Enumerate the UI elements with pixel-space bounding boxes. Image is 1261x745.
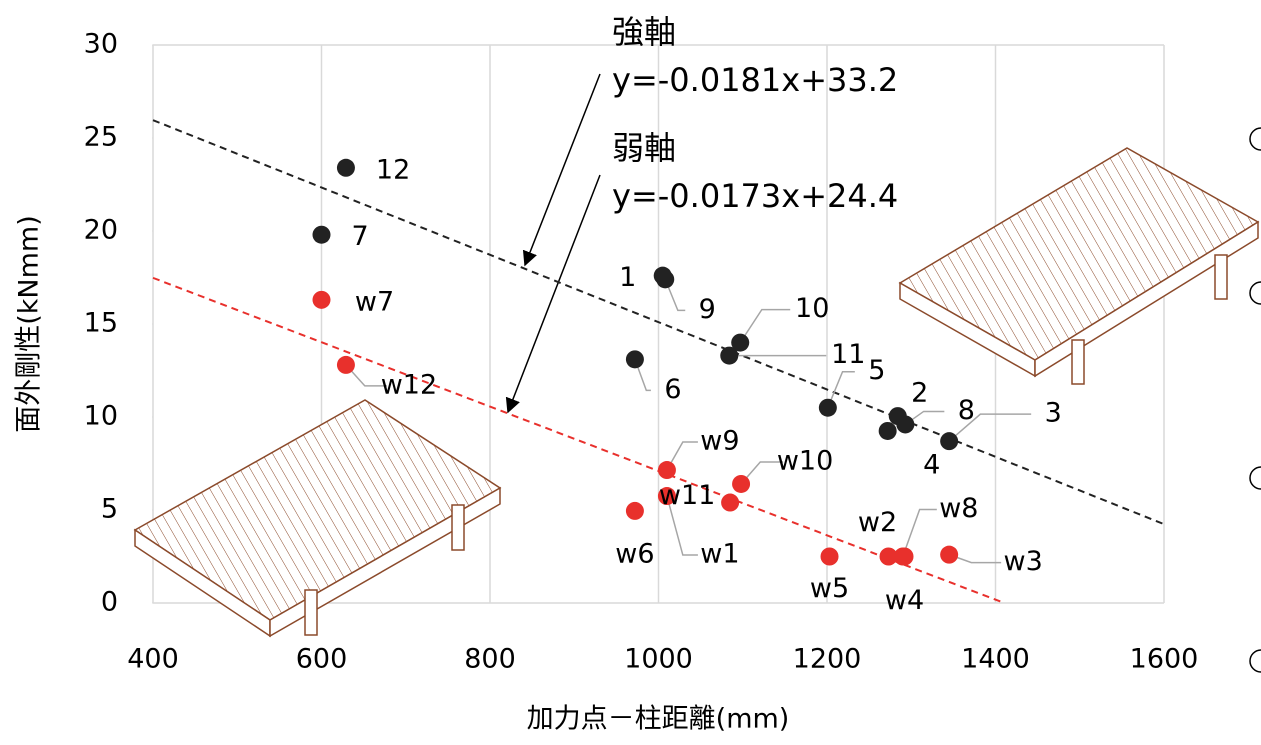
x-tick-label: 1200 — [793, 644, 862, 675]
point-label: w10 — [777, 445, 833, 476]
trend-equation: y=-0.0173x+24.4 — [612, 177, 898, 215]
data-point — [819, 399, 837, 417]
data-point — [940, 432, 958, 450]
data-point — [896, 415, 914, 433]
y-tick-label: 10 — [84, 401, 118, 432]
point-label: 10 — [795, 293, 829, 324]
series-annotation: 弱軸 — [612, 129, 676, 167]
y-tick-label: 5 — [101, 494, 118, 525]
data-point — [313, 226, 331, 244]
data-point — [656, 270, 674, 288]
point-label: 1 — [619, 262, 636, 293]
point-label: w5 — [810, 573, 849, 604]
data-point — [337, 159, 355, 177]
x-tick-label: 1000 — [624, 644, 693, 675]
data-point — [896, 548, 914, 566]
point-label: w7 — [355, 286, 394, 317]
data-point — [940, 546, 958, 564]
data-point — [626, 350, 644, 368]
point-label: w11 — [659, 480, 715, 511]
point-label: w8 — [939, 493, 978, 524]
chart: 加力点－柱距離(mm) 面外剛性(kNmm) 強軸 y=-0.0181x+33.… — [0, 0, 1261, 745]
point-label: 6 — [664, 374, 681, 405]
annotation-arrow — [508, 175, 600, 412]
data-point — [721, 494, 739, 512]
point-label: 11 — [831, 339, 865, 370]
point-label: w12 — [381, 369, 437, 400]
point-label: w2 — [858, 507, 897, 538]
y-tick-label: 15 — [84, 308, 118, 339]
point-label: w6 — [615, 538, 654, 569]
y-tick-label: 20 — [84, 215, 118, 246]
point-label: 12 — [376, 154, 410, 185]
x-tick-label: 1400 — [961, 644, 1030, 675]
y-tick-label: 30 — [84, 29, 118, 60]
y-axis-title: 面外剛性(kNmm) — [14, 215, 45, 433]
x-tick-label: 1600 — [1130, 644, 1199, 675]
point-label: w4 — [885, 585, 924, 616]
point-label: 7 — [352, 221, 369, 252]
x-tick-label: 600 — [296, 644, 348, 675]
point-label: w9 — [700, 426, 739, 457]
data-point — [732, 475, 750, 493]
point-label: 9 — [699, 294, 716, 325]
edge-marks — [1250, 128, 1261, 672]
x-tick-label: 800 — [464, 644, 516, 675]
trend-equation: y=-0.0181x+33.2 — [612, 61, 898, 99]
point-label: w3 — [1004, 546, 1043, 577]
point-label: 2 — [911, 378, 928, 409]
data-point — [313, 291, 331, 309]
data-point — [879, 422, 897, 440]
data-point — [821, 548, 839, 566]
annotation-arrow — [525, 74, 600, 265]
x-axis-title: 加力点－柱距離(mm) — [527, 704, 790, 735]
data-point — [626, 502, 644, 520]
y-tick-label: 0 — [101, 587, 118, 618]
y-tick-label: 25 — [84, 122, 118, 153]
point-label: 5 — [868, 355, 885, 386]
point-label: w1 — [700, 539, 739, 570]
table-illustration — [135, 148, 1258, 636]
point-label: 4 — [923, 449, 940, 480]
x-tick-label: 400 — [127, 644, 179, 675]
data-point — [720, 347, 738, 365]
series-annotation: 強軸 — [612, 13, 676, 51]
data-point — [658, 461, 676, 479]
point-label: 3 — [1045, 398, 1062, 429]
data-point — [337, 356, 355, 374]
